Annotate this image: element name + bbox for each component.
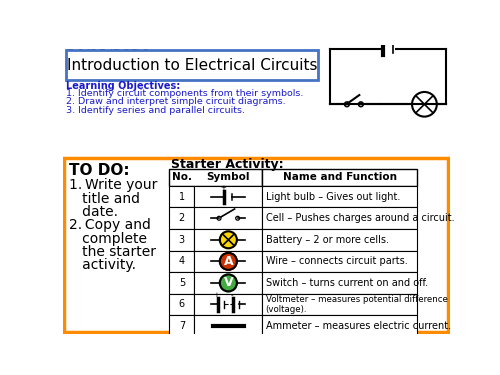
Bar	[170, 294, 194, 315]
Bar	[262, 229, 418, 251]
Bar	[170, 315, 194, 337]
Text: 2. Copy and: 2. Copy and	[68, 218, 150, 232]
Bar	[170, 272, 194, 294]
Bar	[170, 186, 194, 207]
Bar	[66, 50, 318, 80]
Bar	[262, 294, 418, 315]
Text: 3: 3	[179, 235, 185, 245]
Text: +: +	[213, 292, 219, 298]
Bar	[194, 207, 262, 229]
Text: Light bulb – Gives out light.: Light bulb – Gives out light.	[266, 192, 400, 202]
Text: 24/11/2024: 24/11/2024	[66, 47, 150, 60]
Text: Cell – Pushes charges around a circuit.: Cell – Pushes charges around a circuit.	[266, 213, 454, 223]
Bar	[170, 207, 194, 229]
Bar	[194, 229, 262, 251]
Text: Voltmeter – measures potential difference
(voltage).: Voltmeter – measures potential differenc…	[266, 295, 448, 314]
Text: Symbol: Symbol	[206, 172, 250, 183]
Bar	[194, 294, 262, 315]
Text: 4: 4	[179, 256, 185, 266]
Bar	[262, 315, 418, 337]
Text: 7: 7	[178, 321, 185, 331]
Bar	[194, 186, 262, 207]
Text: V: V	[224, 276, 233, 290]
Text: TO DO:: TO DO:	[68, 163, 130, 178]
Text: 2: 2	[178, 213, 185, 223]
Text: -: -	[230, 292, 232, 298]
Bar	[170, 229, 194, 251]
Circle shape	[220, 253, 237, 270]
Text: Introduction to Electrical Circuits: Introduction to Electrical Circuits	[66, 57, 317, 72]
Text: 3. Identify series and parallel circuits.: 3. Identify series and parallel circuits…	[66, 106, 246, 115]
Bar	[262, 207, 418, 229]
Bar	[262, 251, 418, 272]
Bar	[170, 251, 194, 272]
Text: complete: complete	[68, 232, 146, 246]
Bar	[194, 272, 262, 294]
Text: activity.: activity.	[68, 258, 136, 272]
Text: the starter: the starter	[68, 245, 156, 259]
Bar	[64, 158, 448, 332]
Text: title and: title and	[68, 192, 140, 206]
Text: 1. Identify circuit components from their symbols.: 1. Identify circuit components from thei…	[66, 89, 304, 98]
Circle shape	[220, 274, 237, 291]
Text: No.: No.	[172, 172, 192, 183]
Text: Name and Function: Name and Function	[283, 172, 397, 183]
Circle shape	[220, 231, 237, 248]
Text: Battery – 2 or more cells.: Battery – 2 or more cells.	[266, 235, 388, 245]
Text: Starter Activity:: Starter Activity:	[171, 158, 283, 171]
Bar	[262, 186, 418, 207]
Text: Learning Objectives:: Learning Objectives:	[66, 81, 180, 91]
Text: 1: 1	[179, 192, 185, 202]
Bar	[262, 272, 418, 294]
Bar	[194, 315, 262, 337]
Text: 1. Write your: 1. Write your	[68, 178, 157, 192]
Text: +: +	[220, 184, 226, 190]
Text: 6: 6	[179, 300, 185, 309]
Bar	[194, 251, 262, 272]
Text: A: A	[224, 255, 233, 268]
Text: 5: 5	[178, 278, 185, 288]
Text: Ammeter – measures electric current.: Ammeter – measures electric current.	[266, 321, 450, 331]
Text: Wire – connects circuit parts.: Wire – connects circuit parts.	[266, 256, 408, 266]
Text: 2. Draw and interpret simple circuit diagrams.: 2. Draw and interpret simple circuit dia…	[66, 98, 286, 106]
Bar	[170, 169, 262, 186]
Bar	[262, 169, 418, 186]
Text: date.: date.	[68, 205, 117, 219]
Text: Switch – turns current on and off.: Switch – turns current on and off.	[266, 278, 428, 288]
